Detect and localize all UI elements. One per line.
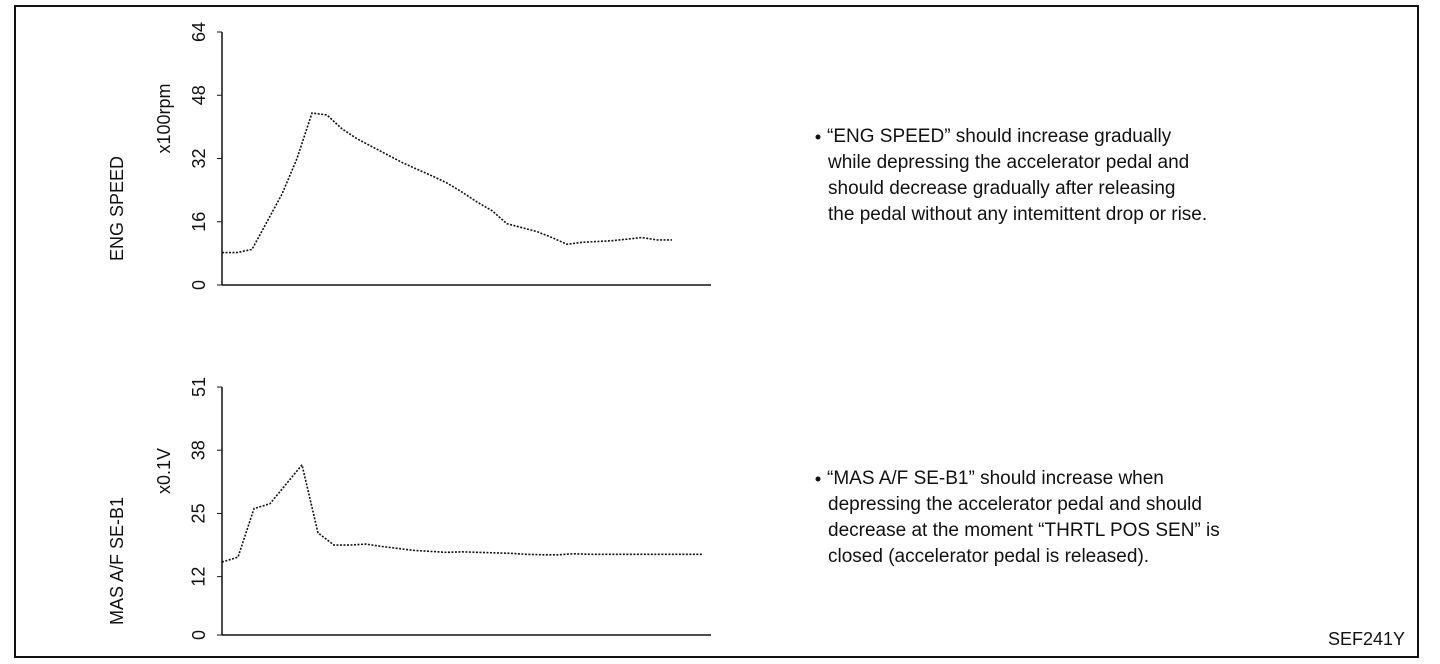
y-tick-label: 16 <box>189 212 209 232</box>
y-tick-label: 38 <box>189 440 209 460</box>
note-line: “ENG SPEED” should increase gradually <box>827 126 1172 147</box>
y-tick-label: 48 <box>189 85 209 105</box>
y-axis-label: MAS A/F SE-B1 <box>107 497 127 625</box>
bullet <box>815 134 821 140</box>
y-axis-label: ENG SPEED <box>107 156 127 261</box>
figure-id: SEF241Y <box>1328 629 1405 649</box>
note-line: closed (accelerator pedal is released). <box>828 546 1149 567</box>
y-tick-label: 0 <box>189 280 209 290</box>
y-tick-label: 32 <box>189 148 209 168</box>
data-line <box>222 112 672 254</box>
note-line: decrease at the moment “THRTL POS SEN” i… <box>828 520 1220 541</box>
bullet <box>815 476 821 482</box>
note-line: should decrease gradually after releasin… <box>828 178 1176 199</box>
note-line: “MAS A/F SE-B1” should increase when <box>827 468 1164 489</box>
note-line: the pedal without any intemittent drop o… <box>828 204 1207 225</box>
frame <box>14 5 1419 658</box>
y-tick-label: 12 <box>189 567 209 587</box>
y-tick-label: 0 <box>189 630 209 640</box>
note-line: depressing the accelerator pedal and sho… <box>828 494 1202 515</box>
data-line <box>221 463 702 563</box>
y-tick-label: 64 <box>189 22 209 42</box>
y-tick-label: 51 <box>189 377 209 397</box>
y-tick-label: 25 <box>189 503 209 523</box>
y-unit: x0.1V <box>154 448 174 494</box>
note-line: while depressing the accelerator pedal a… <box>827 152 1189 173</box>
y-unit: x100rpm <box>154 83 174 153</box>
